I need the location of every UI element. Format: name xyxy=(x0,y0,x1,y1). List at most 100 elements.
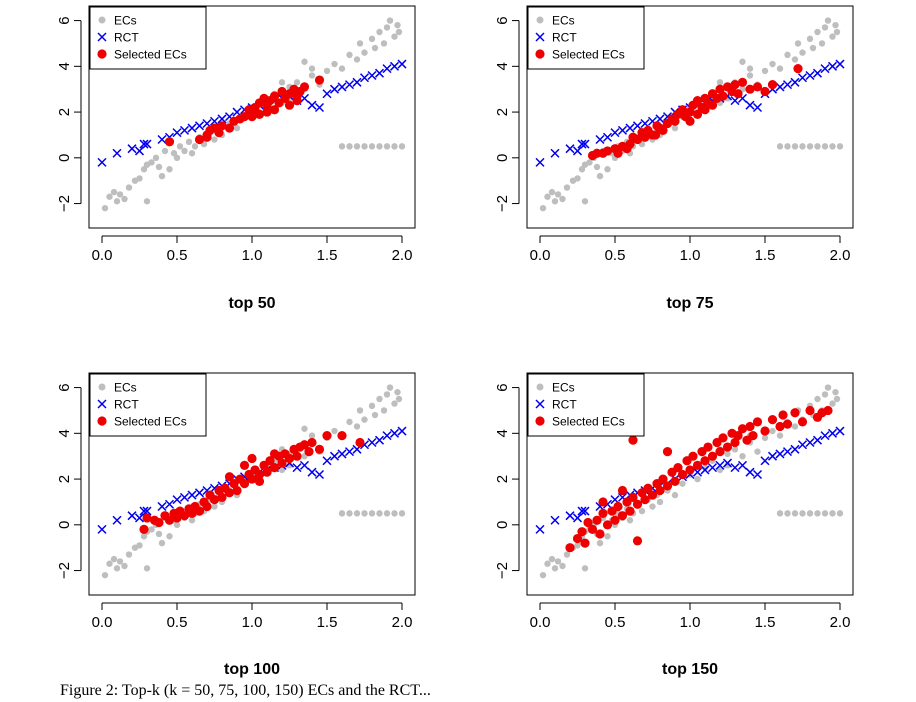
legend-label: Selected ECs xyxy=(552,48,625,62)
y-tick-label: 4 xyxy=(494,429,511,437)
ec-point xyxy=(395,28,403,36)
ec-point xyxy=(551,198,559,205)
ec-point xyxy=(776,143,784,150)
selected-ec-point xyxy=(745,421,755,432)
x-tick-label: 1.0 xyxy=(242,614,263,631)
selected-ec-point xyxy=(254,469,265,480)
rct-point xyxy=(359,73,370,83)
ec-point xyxy=(346,51,353,59)
selected-ec-point xyxy=(598,497,608,507)
ec-point xyxy=(806,35,814,43)
ec-point xyxy=(791,56,799,63)
ec-point xyxy=(398,143,406,150)
selected-ec-point xyxy=(778,410,788,420)
ec-point xyxy=(551,565,559,572)
legend-rct-marker xyxy=(97,399,107,409)
selected-ec-point xyxy=(730,80,740,90)
selected-ec-point xyxy=(655,485,665,496)
y-tick-label: −2 xyxy=(494,195,511,212)
selected-ec-point xyxy=(805,405,815,416)
ec-point xyxy=(731,446,739,453)
ec-point xyxy=(181,147,188,155)
ec-point xyxy=(791,510,799,517)
rct-point xyxy=(535,157,545,167)
plot-frame xyxy=(88,372,416,596)
ec-point xyxy=(376,143,383,150)
ec-point xyxy=(784,143,791,150)
rct-point xyxy=(820,64,830,74)
selected-ec-point xyxy=(269,105,280,115)
panel-title: top 75 xyxy=(666,295,713,312)
selected-ec-point xyxy=(194,134,205,145)
ec-point xyxy=(656,498,664,506)
legend-rct-marker xyxy=(535,399,545,409)
selected-ec-point xyxy=(232,485,242,496)
x-tick-label: 0.5 xyxy=(605,614,626,631)
ec-point xyxy=(158,539,166,547)
ec-point xyxy=(604,166,611,173)
legend-label: RCT xyxy=(552,398,577,412)
selected-ec-point xyxy=(643,483,653,493)
x-tick-label: 1.5 xyxy=(317,614,338,631)
ec-point xyxy=(371,44,379,52)
selected-ec-point xyxy=(194,506,205,516)
legend-box xyxy=(527,6,645,70)
y-tick-label: 4 xyxy=(56,429,73,437)
rct-point xyxy=(314,102,325,113)
rct-point xyxy=(142,506,152,516)
selected-ec-point xyxy=(707,100,718,110)
rct-point xyxy=(625,123,635,133)
selected-ec-point xyxy=(823,405,833,416)
panel-title: top 50 xyxy=(228,295,275,312)
ec-point xyxy=(233,124,241,132)
ec-point xyxy=(694,475,701,483)
rct-point xyxy=(572,146,583,156)
selected-ec-point xyxy=(625,506,635,516)
legend-dot-marker xyxy=(98,16,106,24)
ec-point xyxy=(554,558,562,565)
ec-point xyxy=(596,539,604,547)
selected-ec-point xyxy=(247,112,257,122)
ec-point xyxy=(814,28,821,36)
rct-point xyxy=(715,460,725,470)
ec-point xyxy=(166,166,173,173)
rct-point xyxy=(344,447,355,457)
y-tick-label: −2 xyxy=(56,562,73,579)
selected-ec-point xyxy=(775,421,785,432)
ec-point xyxy=(833,28,841,36)
ec-point xyxy=(116,558,124,565)
selected-ec-point xyxy=(284,453,295,464)
selected-ec-point xyxy=(782,419,793,429)
ec-point xyxy=(821,510,829,517)
ec-point xyxy=(754,448,761,455)
ec-point xyxy=(338,65,346,72)
rct-point xyxy=(112,148,122,158)
legend-box xyxy=(89,373,207,437)
rct-point xyxy=(782,447,793,457)
ec-point xyxy=(649,503,656,510)
selected-ec-point xyxy=(254,476,265,486)
rct-point xyxy=(97,157,107,167)
ec-point xyxy=(158,172,166,180)
selected-ec-point xyxy=(628,492,638,502)
ec-point xyxy=(814,395,821,403)
ec-point xyxy=(581,198,589,205)
ec-point xyxy=(113,565,121,572)
y-tick-label: 6 xyxy=(56,16,73,24)
selected-ec-point xyxy=(239,112,250,122)
rct-point xyxy=(752,102,763,113)
legend-dot-marker xyxy=(98,383,106,391)
rct-point xyxy=(382,431,392,441)
rct-point xyxy=(790,77,800,87)
rct-point xyxy=(827,61,838,71)
ec-point xyxy=(391,400,398,407)
selected-ec-point xyxy=(247,474,257,484)
ec-point xyxy=(769,60,776,68)
x-tick-label: 1.0 xyxy=(680,614,701,631)
selected-ec-point xyxy=(572,533,583,544)
selected-ec-point xyxy=(797,417,808,427)
ec-point xyxy=(356,40,364,47)
ec-point xyxy=(346,418,353,426)
selected-ec-point xyxy=(688,451,698,461)
